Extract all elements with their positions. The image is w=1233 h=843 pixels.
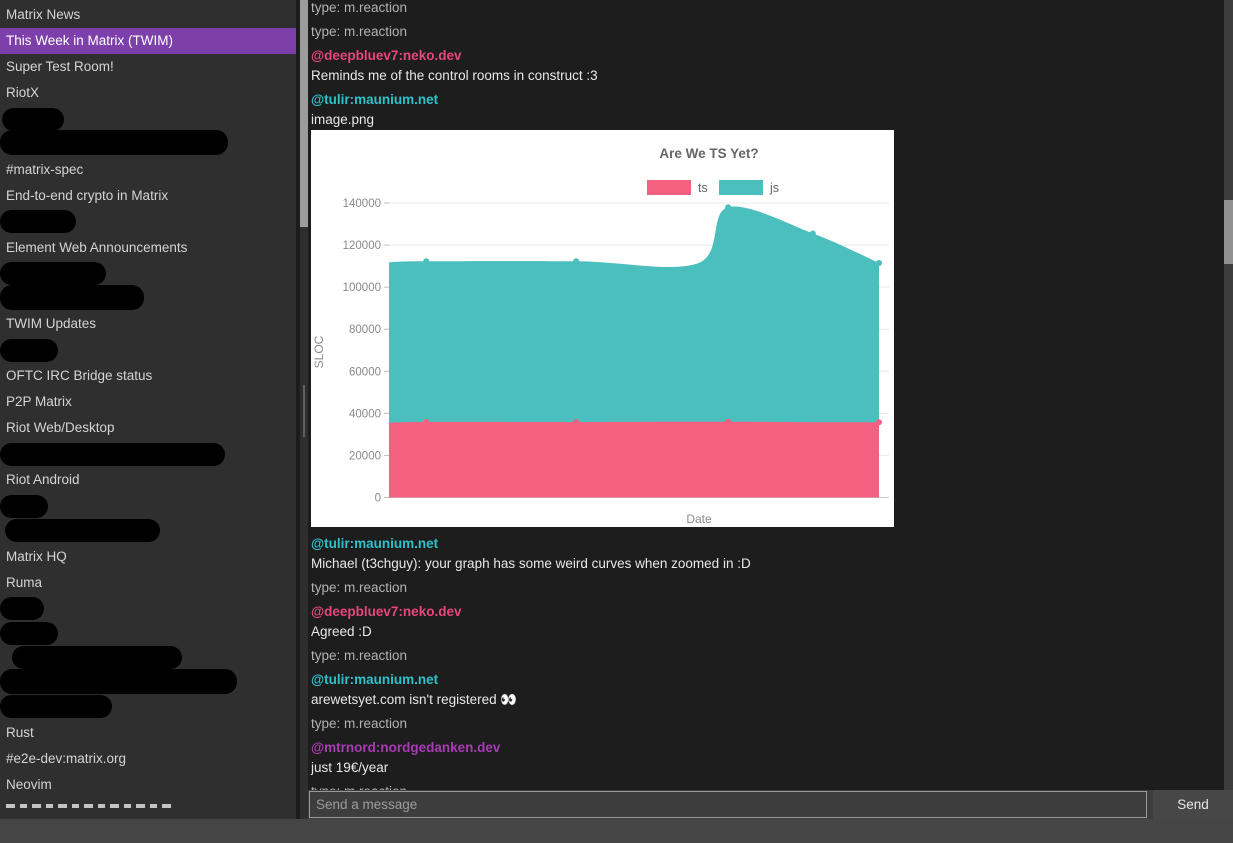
message-event-summary: type: m.reaction	[311, 648, 408, 663]
message-body: Agreed :D	[311, 624, 372, 639]
chart-ytick-label: 60000	[349, 366, 381, 378]
legend-label-js[interactable]: js	[769, 181, 779, 195]
room-item[interactable]: Riot Android	[6, 472, 80, 487]
chart-xlabel: Date	[686, 512, 712, 526]
chat-scrollbar-track[interactable]	[1224, 0, 1233, 790]
attached-chart-image[interactable]: 0 20000 40000 60000 80000 100000 120000 140000 A…	[311, 130, 894, 527]
message-body: Reminds me of the control rooms in const…	[311, 68, 598, 83]
message-sender[interactable]: @mtrnord:nordgedanken.dev	[311, 740, 501, 755]
message-event-summary: type: m.reaction	[311, 716, 408, 731]
room-item-redacted[interactable]	[5, 519, 160, 542]
room-item[interactable]: OFTC IRC Bridge status	[6, 368, 153, 383]
room-item-redacted[interactable]	[0, 695, 112, 718]
room-item-clipped[interactable]	[0, 798, 296, 809]
window-bottom-strip	[0, 819, 1233, 843]
message-event-summary: type: m.reaction	[311, 24, 408, 39]
app-window: Matrix News This Week in Matrix (TWIM) Sup…	[0, 0, 1233, 819]
splitter-handle[interactable]	[303, 385, 305, 437]
chart-data-point-js	[876, 259, 882, 266]
message-sender[interactable]: @deepbluev7:neko.dev	[311, 48, 462, 63]
chart-ytick-label: 120000	[343, 240, 381, 252]
chart-ytick-label: 40000	[349, 408, 381, 420]
chart-ytick-label: 20000	[349, 450, 381, 462]
room-item[interactable]: RiotX	[6, 85, 40, 100]
legend-label-ts[interactable]: ts	[698, 181, 708, 195]
chart-data-point-js	[423, 258, 430, 265]
room-item[interactable]: Super Test Room!	[6, 59, 114, 74]
chart-data-point-ts	[876, 419, 882, 426]
chat-pane: type: m.reaction type: m.reaction @deepblu…	[308, 0, 1233, 819]
room-item-redacted[interactable]	[2, 107, 64, 131]
chart-data-point-ts	[725, 418, 732, 425]
sidebar-scrollbar-thumb[interactable]	[300, 0, 308, 227]
message-event-summary: type: m.reaction	[311, 580, 408, 595]
chart-ylabel: SLOC	[312, 335, 326, 368]
room-item-redacted[interactable]	[0, 210, 76, 233]
message-body: arewetsyet.com isn't registered 👀	[311, 692, 518, 707]
message-input[interactable]	[309, 791, 1147, 818]
room-item-redacted[interactable]	[0, 668, 237, 694]
chart-data-point-js	[573, 258, 580, 265]
message-event-summary: type: m.reaction	[311, 0, 408, 15]
room-item[interactable]: Matrix News	[6, 7, 81, 22]
chart-ytick-label: 140000	[343, 198, 381, 210]
room-item-redacted[interactable]	[0, 130, 228, 155]
room-item[interactable]: Riot Web/Desktop	[6, 420, 115, 435]
room-item[interactable]: TWIM Updates	[6, 316, 97, 331]
room-item[interactable]: #matrix-spec	[6, 161, 84, 177]
message-sender[interactable]: @tulir:maunium.net	[311, 92, 439, 107]
message-sender[interactable]: @tulir:maunium.net	[311, 672, 439, 687]
chart-ytick-label: 0	[375, 493, 381, 505]
room-item[interactable]: P2P Matrix	[6, 394, 72, 409]
chart-ytick-label: 100000	[343, 282, 381, 294]
chart-data-point-ts	[573, 418, 580, 425]
room-item-redacted[interactable]	[12, 646, 182, 669]
room-item[interactable]: #e2e-dev:matrix.org	[6, 750, 127, 766]
message-sender[interactable]: @deepbluev7:neko.dev	[311, 604, 462, 619]
chart-data-point-ts	[423, 418, 430, 425]
room-item-redacted[interactable]	[0, 621, 58, 645]
message-event-summary: type: m.reaction	[311, 785, 1224, 791]
chat-scrollbar-thumb[interactable]	[1224, 200, 1233, 264]
send-button[interactable]: Send	[1153, 790, 1233, 819]
splitter	[296, 0, 308, 819]
composer: Send	[308, 790, 1233, 819]
chart-data-point-js	[725, 204, 732, 211]
clipped-room-label	[6, 803, 171, 808]
chart-ytick-label: 80000	[349, 324, 381, 336]
room-item[interactable]: Ruma	[6, 574, 43, 590]
legend-swatch-ts[interactable]	[647, 180, 691, 195]
chart-title: Are We TS Yet?	[659, 146, 758, 161]
room-item-redacted[interactable]	[0, 284, 144, 310]
room-item-redacted[interactable]	[0, 262, 106, 285]
room-item-redacted[interactable]	[0, 494, 48, 518]
message-body: image.png	[311, 112, 375, 127]
legend-swatch-js[interactable]	[719, 180, 763, 195]
room-item-redacted[interactable]	[0, 338, 58, 362]
message-list: type: m.reaction type: m.reaction @deepblu…	[308, 0, 1224, 790]
room-item[interactable]: Element Web Announcements	[6, 239, 188, 255]
message-body: Michael (t3chguy): your graph has some w…	[311, 556, 751, 571]
room-item-redacted[interactable]	[0, 597, 44, 620]
chart-data-point-js	[809, 230, 816, 237]
room-list: Matrix News This Week in Matrix (TWIM) Sup…	[0, 0, 296, 819]
room-item[interactable]: Rust	[6, 724, 34, 740]
message-body: just 19€/year	[311, 760, 389, 775]
room-item-redacted[interactable]	[0, 442, 225, 466]
room-item[interactable]: End-to-end crypto in Matrix	[6, 187, 169, 203]
room-item[interactable]: Neovim	[6, 776, 52, 792]
room-item[interactable]: Matrix HQ	[6, 548, 67, 564]
message-sender[interactable]: @tulir:maunium.net	[311, 536, 439, 551]
chart-area-ts	[389, 421, 879, 498]
room-item-selected[interactable]: This Week in Matrix (TWIM)	[0, 28, 296, 54]
